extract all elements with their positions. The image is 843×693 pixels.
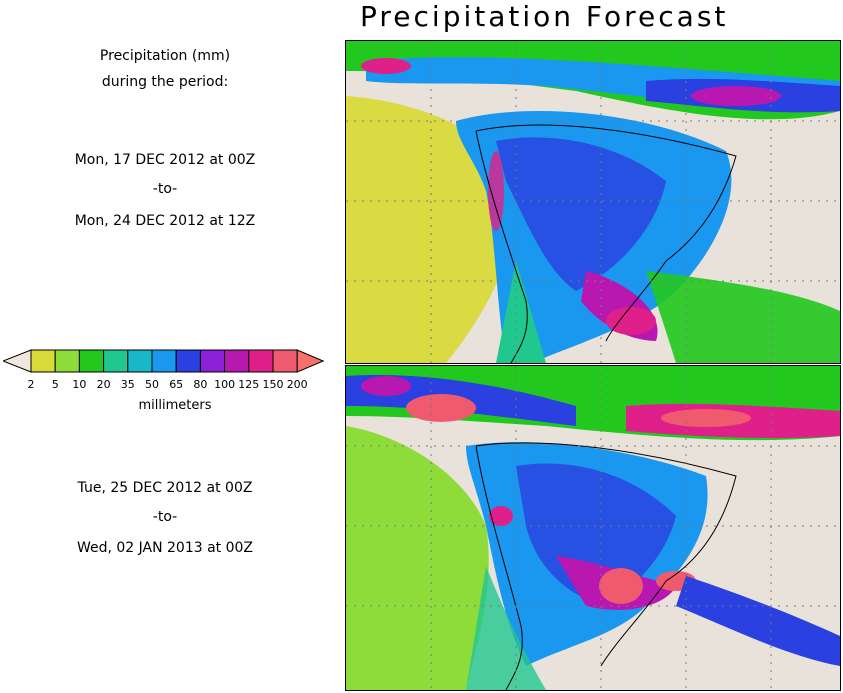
page-title: Precipitation Forecast: [360, 0, 729, 33]
legend-tick-label: 50: [145, 378, 159, 391]
period1-start: Mon, 17 DEC 2012 at 00Z: [74, 152, 256, 168]
legend-unit-label: millimeters: [138, 398, 212, 413]
legend-tick-label: 20: [96, 378, 111, 391]
legend-swatch: [224, 349, 250, 373]
period2-start: Tue, 25 DEC 2012 at 00Z: [77, 480, 253, 496]
legend-tick-label: 125: [238, 378, 260, 391]
legend-swatch: [30, 349, 56, 373]
period1-end: Mon, 24 DEC 2012 at 12Z: [74, 213, 256, 229]
legend-swatch: [151, 349, 177, 373]
period2-separator: -to-: [152, 509, 178, 525]
forecast-map-period2: [345, 365, 841, 691]
period2-end: Wed, 02 JAN 2013 at 00Z: [76, 540, 254, 556]
legend-tick-label: 150: [262, 378, 284, 391]
legend-tick-label: 5: [51, 378, 59, 391]
legend-tick-label: 65: [169, 378, 184, 391]
legend-colorbar: [3, 349, 325, 373]
legend-swatch: [248, 349, 274, 373]
legend-swatch: [54, 349, 80, 373]
legend-arrow-low: [3, 349, 32, 373]
forecast-map-period1: [345, 40, 841, 364]
legend-tick-label: 10: [72, 378, 87, 391]
legend-tick-label: 100: [214, 378, 236, 391]
legend-tick-label: 35: [120, 378, 135, 391]
legend-arrow-high: [296, 349, 325, 373]
legend-tick-label: 2: [27, 378, 35, 391]
legend-swatch: [127, 349, 153, 373]
subtitle-line2: during the period:: [101, 74, 229, 90]
period1-separator: -to-: [152, 181, 178, 197]
legend-tick-label: 200: [286, 378, 308, 391]
legend-swatch: [175, 349, 201, 373]
legend-swatch: [199, 349, 226, 373]
legend-swatch: [78, 349, 105, 373]
legend-tick-label: 80: [193, 378, 208, 391]
legend-swatch: [103, 349, 129, 373]
subtitle-line1: Precipitation (mm): [99, 48, 231, 64]
legend-swatch: [272, 349, 298, 373]
